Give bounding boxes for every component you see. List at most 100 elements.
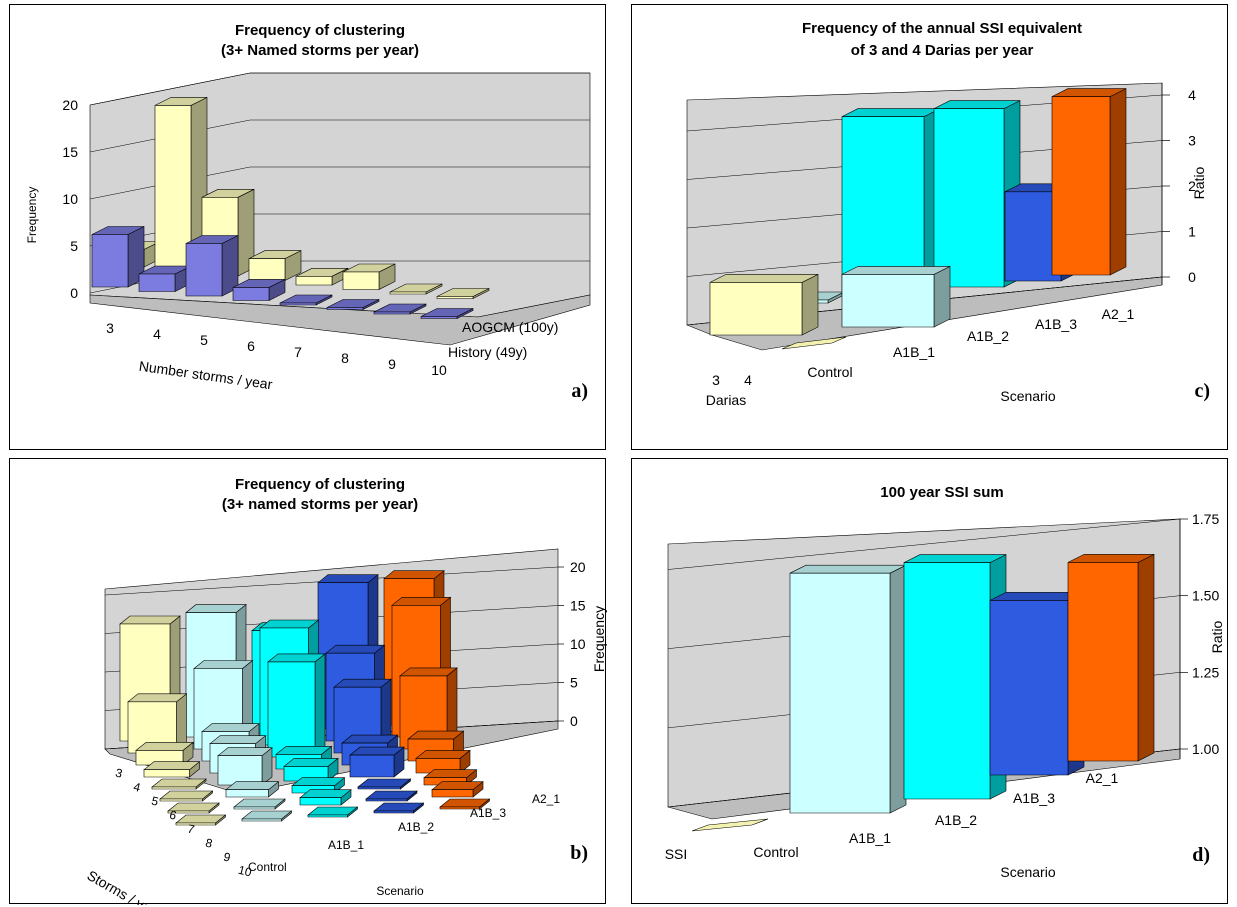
bar-A1B_2-10 [308, 807, 358, 817]
x-tick-label: A1B_2 [398, 820, 434, 834]
y-tick-label: 1.00 [1192, 741, 1219, 757]
x-tick-label: A1B_3 [470, 806, 506, 820]
series-label-aogcm: AOGCM (100y) [462, 319, 558, 335]
y-tick-label: 0 [570, 713, 578, 729]
y-axis-label: Ratio [1191, 166, 1207, 199]
x-tick-label: A1B_2 [967, 328, 1009, 344]
y-axis-label: Frequency [25, 187, 39, 244]
x-tick-label: 4 [153, 326, 161, 342]
panel-label: a) [571, 380, 588, 402]
chart-title-line2: of 3 and 4 Darias per year [851, 42, 1034, 59]
bar-A1B_3-8 [358, 779, 411, 789]
bar-history-3 [92, 227, 144, 288]
chart-title: 100 year SSI sum [880, 484, 1003, 501]
bar-A1B_2-5 [268, 654, 325, 757]
depth-axis-label: Darias [706, 392, 746, 408]
bar-aogcm-6 [249, 251, 301, 281]
y-tick-label: 1.50 [1192, 588, 1219, 604]
x-tick-label: Control [807, 364, 852, 380]
x-axis-label: Scenario [1000, 388, 1055, 404]
bar-A1B_2-9 [300, 790, 351, 805]
x-tick-label: 10 [431, 362, 447, 378]
bar-history-4 [139, 266, 191, 292]
y-tick-label: 10 [570, 636, 586, 652]
x-tick-label: 6 [247, 338, 255, 354]
y-axis-label: Ratio [1209, 620, 1225, 653]
y-axis-label: Frequency [591, 606, 607, 672]
depth-tick-label: 9 [222, 850, 232, 865]
x-tick-label: 5 [200, 332, 208, 348]
bar-A1B_1-7 [218, 748, 272, 785]
x-tick-label: A1B_1 [849, 830, 891, 846]
depth-axis-label: Storms / year [84, 867, 164, 905]
y-tick-label: 20 [570, 559, 586, 575]
depth-tick-label: 3 [712, 372, 720, 388]
x-tick-label: A2_1 [532, 792, 560, 806]
chart-panel-a: Frequency of clustering (3+ Named storms … [9, 4, 606, 450]
bar-A2_1-9 [432, 782, 483, 797]
x-axis-label: Scenario [1000, 864, 1055, 880]
depth-tick-label: 4 [744, 372, 752, 388]
x-tick-label: 7 [294, 344, 302, 360]
y-tick-label: 3 [1188, 133, 1196, 149]
chart-panel-d: 100 year SSI sum 1.00 1.25 1.50 1.75 Ratio SSI… [631, 458, 1228, 904]
y-tick-label: 15 [62, 144, 78, 160]
y-tick-label: 1.25 [1192, 664, 1219, 680]
bar-A1B_1-9 [234, 799, 285, 809]
depth-tick-label: SSI [665, 846, 688, 862]
chart-title-line2: (3+ Named storms per year) [221, 42, 419, 59]
chart-title-line1: Frequency of clustering [235, 22, 405, 39]
bar-Control-6 [144, 762, 200, 777]
x-tick-label: A1B_1 [893, 344, 935, 360]
bar-A1B_1-10 [242, 811, 292, 821]
y-tick-label: 4 [1188, 87, 1196, 103]
bar-A1B_3-10 [374, 803, 424, 813]
bar-history-5 [186, 236, 238, 297]
panel-label: b) [570, 842, 588, 864]
x-tick-label: A1B_3 [1013, 790, 1055, 806]
bar-A2_1 [1068, 554, 1154, 761]
chart-title-line1: Frequency of clustering [235, 476, 405, 493]
y-tick-label: 15 [570, 598, 586, 614]
depth-tick-label: 8 [204, 836, 214, 851]
y-tick-label: 20 [62, 97, 78, 113]
x-tick-label: A1B_1 [328, 838, 364, 852]
bar-darias3-A1B_1 [842, 266, 950, 327]
bar-A1B_3-9 [366, 791, 417, 801]
x-tick-label: 3 [106, 320, 114, 336]
panel-label: c) [1194, 380, 1210, 402]
chart-panel-b: Frequency of clustering (3+ named storms … [9, 458, 606, 904]
chart-title-line1: Frequency of the annual SSI equivalent [802, 20, 1082, 37]
x-tick-label: Control [753, 844, 798, 860]
y-tick-label: 5 [570, 675, 578, 691]
x-tick-label: 9 [388, 356, 396, 372]
bar-darias4-A2_1 [1052, 89, 1126, 275]
x-tick-label: A2_1 [1102, 306, 1135, 322]
depth-tick-label: 5 [150, 794, 160, 809]
bar-Control-7 [152, 779, 206, 789]
y-tick-label: 0 [1188, 269, 1196, 285]
depth-tick-label: 4 [132, 780, 142, 795]
bar-A1B_1-8 [226, 782, 279, 797]
bar-Control-8 [160, 791, 213, 801]
x-axis-label: Number storms / year [138, 358, 274, 393]
y-tick-label: 0 [70, 285, 78, 301]
bar-Control-10 [176, 815, 226, 825]
series-label-history: History (49y) [448, 344, 527, 360]
chart-title-line2: (3+ named storms per year) [222, 496, 418, 513]
chart-panel-c: Frequency of the annual SSI equivalent of… [631, 4, 1228, 450]
bar-Control [692, 819, 768, 831]
x-tick-label: A1B_2 [935, 812, 977, 828]
x-axis-label: Scenario [376, 884, 424, 898]
depth-tick-label: 3 [114, 766, 124, 781]
x-tick-label: A2_1 [1086, 770, 1119, 786]
bar-A1B_3-7 [350, 747, 404, 777]
panel-label: d) [1192, 844, 1210, 866]
bar-darias3-Control [710, 274, 818, 335]
x-tick-label: A1B_3 [1035, 316, 1077, 332]
bar-A1B_1 [790, 565, 906, 813]
x-tick-label: 8 [341, 350, 349, 366]
y-tick-label: 1 [1188, 224, 1196, 240]
y-tick-label: 10 [62, 191, 78, 207]
bar-aogcm-8 [343, 264, 395, 290]
